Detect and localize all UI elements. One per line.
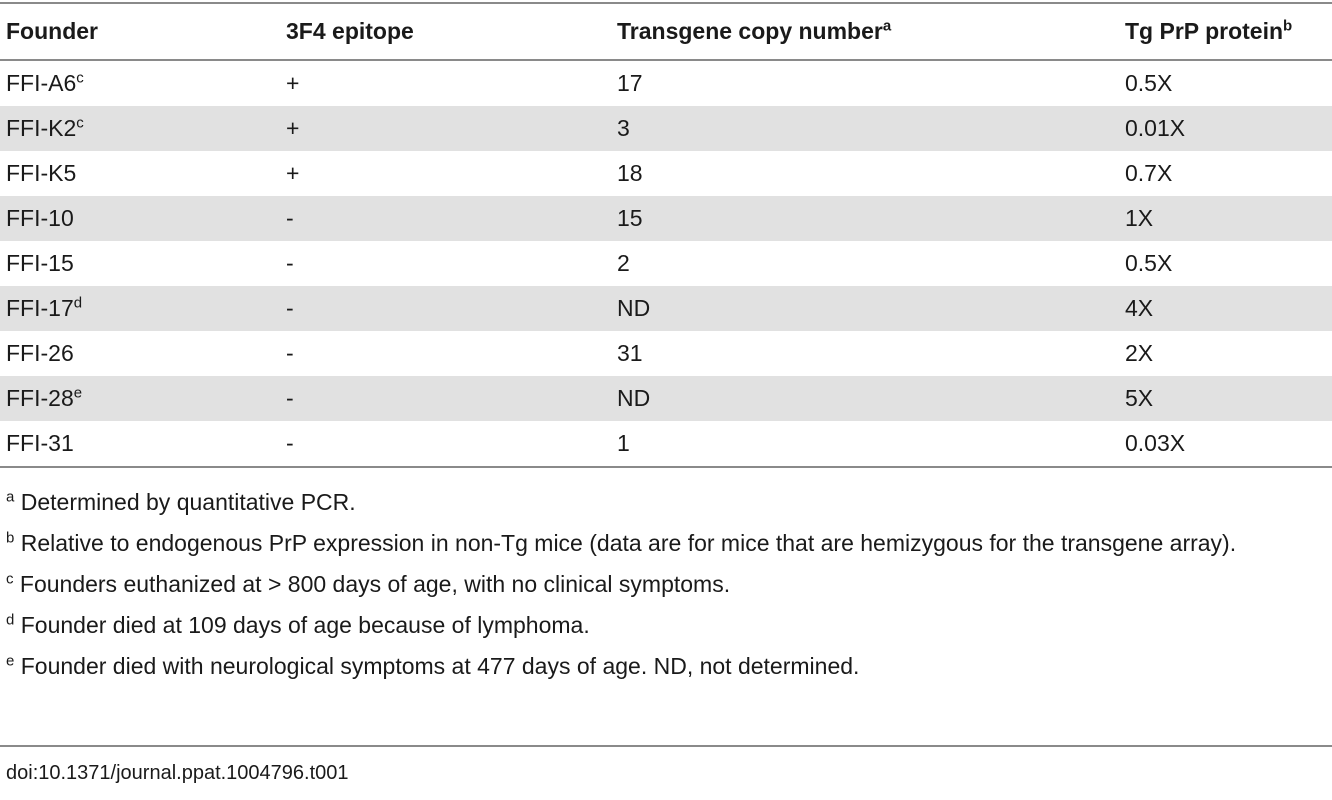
cell-copy-number: 15	[617, 205, 643, 231]
table-row: FFI-17d - ND 4X	[0, 286, 1332, 331]
cell-copy-number: 3	[617, 115, 630, 141]
header-tg-prp-protein: Tg PrP proteinb	[1125, 17, 1293, 44]
header-transgene-copy-number: Transgene copy numbera	[617, 17, 892, 44]
cell-protein: 4X	[1125, 295, 1154, 321]
cell-copy-number: ND	[617, 385, 651, 411]
table-row: FFI-26 - 31 2X	[0, 331, 1332, 376]
cell-epitope: +	[286, 115, 300, 141]
cell-epitope: -	[286, 340, 294, 366]
cell-epitope: -	[286, 385, 294, 411]
cell-founder: FFI-17d	[6, 294, 83, 321]
cell-epitope: -	[286, 430, 294, 456]
cell-founder: FFI-A6c	[6, 69, 84, 96]
cell-protein: 5X	[1125, 385, 1154, 411]
cell-protein: 0.5X	[1125, 250, 1173, 276]
cell-epitope: +	[286, 70, 300, 96]
table-header: Founder 3F4 epitope Transgene copy numbe…	[0, 3, 1332, 60]
cell-founder: FFI-15	[6, 250, 74, 276]
table-row: FFI-28e - ND 5X	[0, 376, 1332, 421]
cell-founder: FFI-28e	[6, 384, 83, 411]
cell-founder: FFI-31	[6, 430, 74, 456]
cell-protein: 1X	[1125, 205, 1154, 231]
cell-protein: 0.03X	[1125, 430, 1186, 456]
cell-copy-number: 1	[617, 430, 630, 456]
cell-copy-number: 31	[617, 340, 643, 366]
cell-copy-number: 2	[617, 250, 630, 276]
table-row: FFI-10 - 15 1X	[0, 196, 1332, 241]
table-row: FFI-15 - 2 0.5X	[0, 241, 1332, 286]
cell-founder: FFI-K2c	[6, 114, 84, 141]
footnote-e: e Founder died with neurological symptom…	[6, 652, 860, 679]
footnote-a: a Determined by quantitative PCR.	[6, 488, 356, 515]
header-row: Founder 3F4 epitope Transgene copy numbe…	[0, 3, 1332, 60]
footnote-c: c Founders euthanized at > 800 days of a…	[6, 570, 731, 597]
cell-founder: FFI-10	[6, 205, 74, 231]
footnote-d: d Founder died at 109 days of age becaus…	[6, 611, 590, 638]
cell-protein: 0.7X	[1125, 160, 1173, 186]
cell-epitope: -	[286, 250, 294, 276]
cell-epitope: +	[286, 160, 300, 186]
table-footnotes: a Determined by quantitative PCR. b Rela…	[6, 486, 1326, 691]
footnote-b: b Relative to endogenous PrP expression …	[6, 529, 1237, 556]
cell-protein: 2X	[1125, 340, 1154, 366]
founder-table-container: Founder 3F4 epitope Transgene copy numbe…	[0, 2, 1332, 468]
cell-copy-number: ND	[617, 295, 651, 321]
cell-founder: FFI-26	[6, 340, 74, 366]
table-row: FFI-K5 + 18 0.7X	[0, 151, 1332, 196]
cell-copy-number: 18	[617, 160, 643, 186]
header-3f4-epitope: 3F4 epitope	[286, 18, 414, 44]
cell-protein: 0.5X	[1125, 70, 1173, 96]
cell-founder: FFI-K5	[6, 160, 77, 186]
bottom-divider	[0, 745, 1332, 747]
founder-table: Founder 3F4 epitope Transgene copy numbe…	[0, 2, 1332, 468]
header-founder: Founder	[6, 18, 98, 44]
doi-label[interactable]: doi:10.1371/journal.ppat.1004796.t001	[6, 762, 349, 784]
cell-copy-number: 17	[617, 70, 643, 96]
cell-epitope: -	[286, 205, 294, 231]
table-row: FFI-A6c + 17 0.5X	[0, 60, 1332, 106]
table-body: FFI-A6c + 17 0.5X FFI-K2c + 3 0.01X FFI-…	[0, 60, 1332, 467]
cell-epitope: -	[286, 295, 294, 321]
table-row: FFI-K2c + 3 0.01X	[0, 106, 1332, 151]
cell-protein: 0.01X	[1125, 115, 1186, 141]
table-row: FFI-31 - 1 0.03X	[0, 421, 1332, 467]
